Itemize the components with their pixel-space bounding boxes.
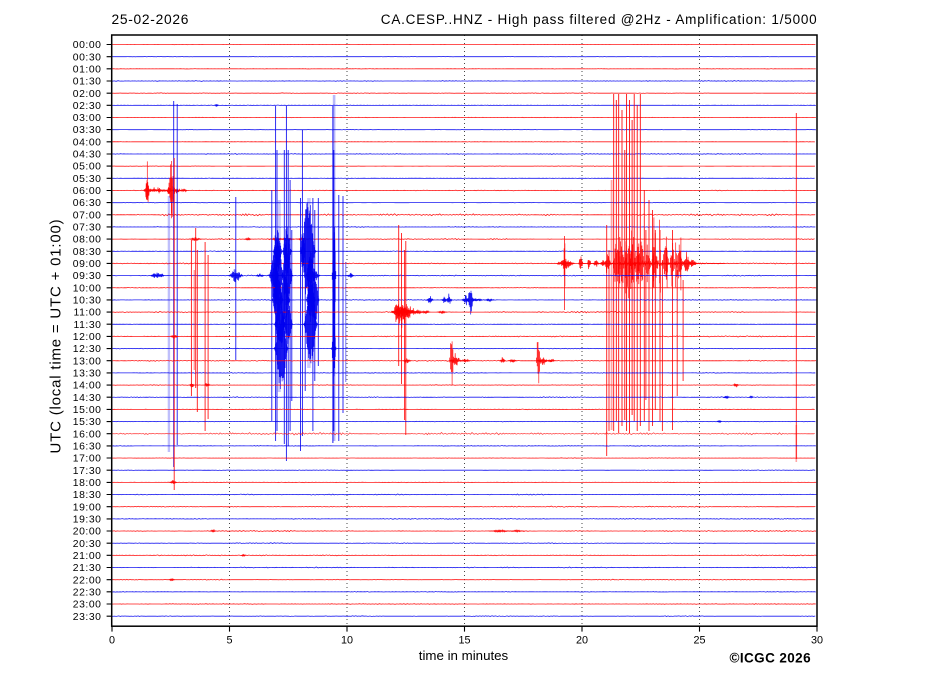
- svg-text:23:30: 23:30: [73, 612, 102, 623]
- svg-text:08:00: 08:00: [73, 235, 102, 246]
- svg-text:12:30: 12:30: [73, 344, 102, 355]
- svg-text:07:00: 07:00: [73, 210, 102, 221]
- svg-text:19:00: 19:00: [73, 502, 102, 513]
- svg-text:15: 15: [458, 635, 470, 647]
- svg-text:18:30: 18:30: [73, 490, 102, 501]
- svg-text:05:00: 05:00: [73, 162, 102, 173]
- svg-text:06:30: 06:30: [73, 198, 102, 209]
- svg-text:11:30: 11:30: [74, 320, 102, 331]
- svg-text:UTC (local time = UTC + 01:00): UTC (local time = UTC + 01:00): [48, 219, 65, 454]
- svg-text:23:00: 23:00: [73, 600, 102, 611]
- svg-text:25: 25: [693, 635, 705, 647]
- svg-text:10: 10: [341, 635, 353, 647]
- svg-text:0: 0: [109, 635, 115, 647]
- svg-text:19:30: 19:30: [73, 515, 102, 526]
- svg-text:00:00: 00:00: [73, 40, 102, 51]
- svg-text:02:00: 02:00: [73, 89, 102, 100]
- svg-text:20:30: 20:30: [73, 539, 102, 550]
- svg-text:03:00: 03:00: [73, 113, 102, 124]
- svg-text:14:00: 14:00: [73, 381, 102, 392]
- svg-text:08:30: 08:30: [73, 247, 102, 258]
- svg-text:12:00: 12:00: [73, 332, 102, 343]
- svg-text:10:00: 10:00: [73, 283, 102, 294]
- svg-text:00:30: 00:30: [73, 52, 102, 63]
- svg-text:time in minutes: time in minutes: [419, 648, 509, 663]
- svg-text:11:00: 11:00: [74, 308, 102, 319]
- svg-text:30: 30: [811, 635, 823, 647]
- svg-text:13:00: 13:00: [73, 356, 102, 367]
- svg-text:16:00: 16:00: [73, 429, 102, 440]
- svg-text:04:30: 04:30: [73, 150, 102, 161]
- svg-text:05:30: 05:30: [73, 174, 102, 185]
- svg-text:20:00: 20:00: [73, 527, 102, 538]
- svg-text:22:00: 22:00: [73, 575, 102, 586]
- svg-text:17:00: 17:00: [73, 454, 102, 465]
- svg-text:22:30: 22:30: [73, 587, 102, 598]
- svg-text:17:30: 17:30: [73, 466, 102, 477]
- svg-text:03:30: 03:30: [73, 125, 102, 136]
- svg-text:09:00: 09:00: [73, 259, 102, 270]
- svg-text:02:30: 02:30: [73, 101, 102, 112]
- svg-text:15:00: 15:00: [73, 405, 102, 416]
- svg-text:5: 5: [226, 635, 232, 647]
- svg-text:13:30: 13:30: [73, 369, 102, 380]
- svg-text:CA.CESP..HNZ - High pass filte: CA.CESP..HNZ - High pass filtered @2Hz -…: [381, 12, 818, 27]
- svg-text:18:00: 18:00: [73, 478, 102, 489]
- svg-text:04:00: 04:00: [73, 137, 102, 148]
- svg-text:©ICGC 2026: ©ICGC 2026: [730, 651, 812, 666]
- svg-text:10:30: 10:30: [73, 296, 102, 307]
- svg-text:01:30: 01:30: [73, 77, 102, 88]
- svg-text:16:30: 16:30: [73, 442, 102, 453]
- svg-text:21:30: 21:30: [73, 563, 102, 574]
- svg-text:20: 20: [576, 635, 588, 647]
- svg-text:14:30: 14:30: [73, 393, 102, 404]
- svg-text:15:30: 15:30: [73, 417, 102, 428]
- svg-text:01:00: 01:00: [73, 64, 102, 75]
- svg-text:07:30: 07:30: [73, 223, 102, 234]
- svg-text:25-02-2026: 25-02-2026: [112, 12, 190, 27]
- svg-text:06:00: 06:00: [73, 186, 102, 197]
- svg-text:09:30: 09:30: [73, 271, 102, 282]
- svg-text:21:00: 21:00: [73, 551, 102, 562]
